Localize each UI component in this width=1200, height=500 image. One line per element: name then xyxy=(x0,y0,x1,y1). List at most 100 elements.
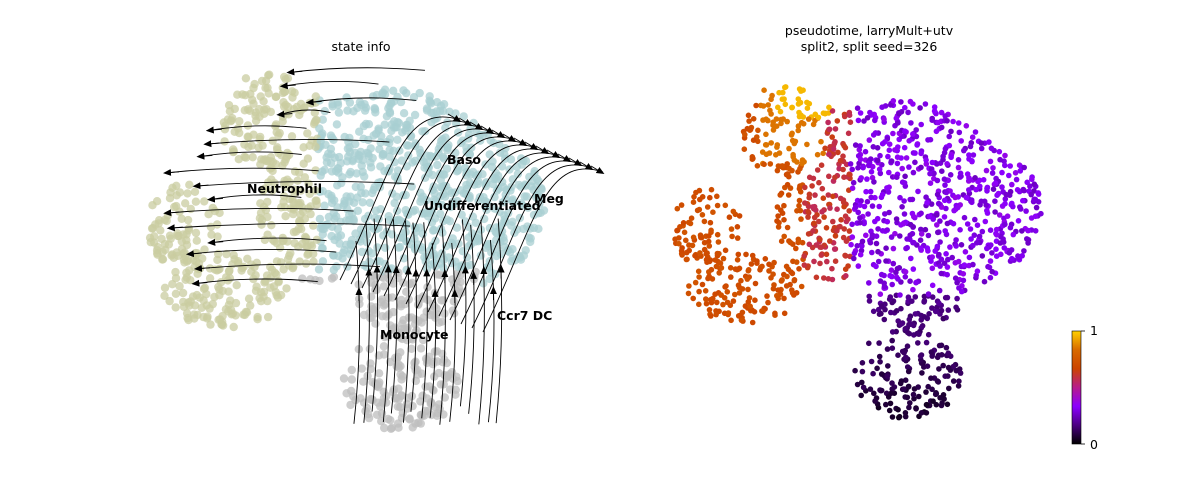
pseudotime-point xyxy=(743,251,749,258)
pseudotime-point xyxy=(929,294,936,300)
pseudotime-point xyxy=(987,227,994,233)
cell-point xyxy=(183,189,192,198)
cell-point xyxy=(405,280,414,289)
pseudotime-point xyxy=(895,352,901,359)
pseudotime-point xyxy=(788,132,795,138)
pseudotime-point xyxy=(943,205,949,212)
pseudotime-point xyxy=(925,331,932,338)
pseudotime-point xyxy=(948,128,954,135)
pseudotime-point xyxy=(862,148,869,155)
pseudotime-point xyxy=(838,217,844,223)
pseudotime-point xyxy=(779,277,785,283)
pseudotime-point xyxy=(875,248,881,255)
pseudotime-point xyxy=(827,205,833,211)
pseudotime-point xyxy=(776,150,783,156)
pseudotime-point xyxy=(894,265,901,272)
cell-point xyxy=(275,243,285,252)
pseudotime-point xyxy=(995,190,1002,197)
pseudotime-point xyxy=(822,145,828,152)
pseudotime-point xyxy=(986,264,993,271)
pseudotime-point xyxy=(805,208,811,215)
pseudotime-point xyxy=(952,275,959,282)
cell-point xyxy=(480,197,490,206)
cell-point xyxy=(186,297,195,306)
cell-point xyxy=(431,262,440,271)
cell-point xyxy=(432,310,442,319)
pseudotime-point xyxy=(878,303,885,309)
cell-point xyxy=(408,335,417,344)
stream-line xyxy=(416,144,538,309)
pseudotime-point xyxy=(679,245,685,251)
cell-point xyxy=(385,152,394,161)
pseudotime-point xyxy=(927,180,934,186)
cell-point xyxy=(204,210,213,219)
pseudotime-point xyxy=(978,140,985,146)
pseudotime-point xyxy=(898,305,904,312)
pseudotime-point xyxy=(776,89,782,96)
cell-point xyxy=(248,95,257,105)
stream-line xyxy=(209,125,307,131)
pseudotime-point xyxy=(944,161,950,167)
cell-point xyxy=(315,124,324,133)
pseudotime-point xyxy=(980,177,987,183)
pseudotime-point xyxy=(907,232,913,238)
pseudotime-point xyxy=(911,239,917,246)
pseudotime-point xyxy=(765,299,771,306)
pseudotime-point xyxy=(990,186,997,192)
pseudotime-point xyxy=(1031,196,1037,203)
cell-point xyxy=(192,236,201,245)
cell-point xyxy=(402,287,411,296)
pseudotime-point xyxy=(869,203,876,209)
pseudotime-point xyxy=(912,294,919,300)
stream-line xyxy=(309,97,417,103)
pseudotime-point xyxy=(877,359,883,365)
cell-point xyxy=(200,283,210,292)
cell-point xyxy=(485,239,495,249)
pseudotime-point xyxy=(855,117,862,124)
pseudotime-point xyxy=(754,163,761,169)
pseudotime-point xyxy=(972,175,978,181)
pseudotime-point xyxy=(953,304,959,311)
cell-point xyxy=(318,115,327,124)
pseudotime-point xyxy=(714,202,721,209)
cell-point xyxy=(379,282,389,291)
pseudotime-point xyxy=(781,96,787,102)
pseudotime-point xyxy=(710,295,716,302)
pseudotime-point xyxy=(939,168,945,174)
stream-line xyxy=(394,136,516,301)
cell-point xyxy=(526,237,535,247)
cell-point xyxy=(390,198,399,208)
cell-point xyxy=(429,386,438,395)
pseudotime-point xyxy=(884,185,890,191)
pseudotime-point xyxy=(703,296,709,302)
cell-point xyxy=(364,246,373,256)
pseudotime-point xyxy=(996,212,1003,218)
cell-point xyxy=(303,154,313,163)
pseudotime-point xyxy=(755,138,761,145)
cell-point xyxy=(168,183,177,192)
pseudotime-point xyxy=(934,222,940,228)
pseudotime-point xyxy=(854,105,861,111)
stream-arrow xyxy=(524,141,539,151)
pseudotime-point xyxy=(696,301,702,308)
pseudotime-point xyxy=(875,226,881,232)
cell-point xyxy=(423,212,433,221)
pseudotime-point xyxy=(818,244,825,250)
pseudotime-point xyxy=(952,194,958,201)
cell-point xyxy=(490,204,499,213)
cell-point xyxy=(380,120,389,129)
pseudotime-point xyxy=(910,391,917,398)
pseudotime-point xyxy=(781,295,787,302)
cell-point xyxy=(452,223,462,232)
cell-point xyxy=(439,263,448,272)
pseudotime-panel: pseudotime, larryMult+utv split2, split … xyxy=(672,23,1098,452)
cell-point xyxy=(410,205,420,215)
pseudotime-point xyxy=(697,250,703,256)
cell-point xyxy=(267,265,277,275)
pseudotime-point xyxy=(820,150,826,157)
cell-point xyxy=(377,295,387,304)
pseudotime-point xyxy=(902,104,908,111)
pseudotime-point xyxy=(683,237,689,244)
cell-point xyxy=(214,315,223,324)
cell-point xyxy=(329,251,338,260)
